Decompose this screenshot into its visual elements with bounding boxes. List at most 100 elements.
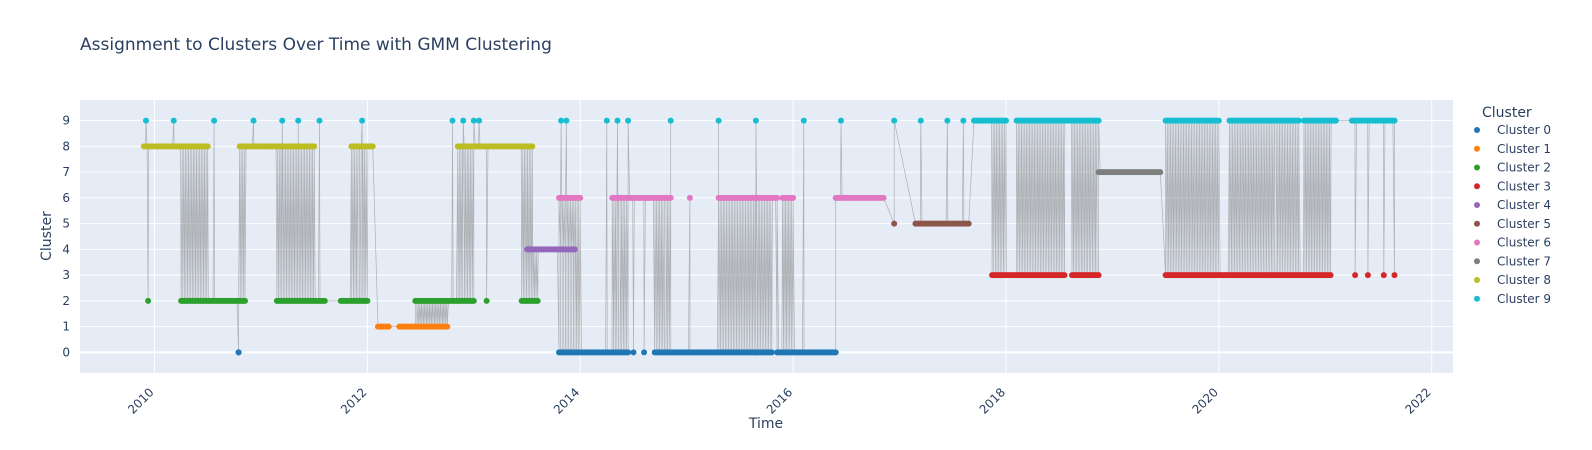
marker-cluster-9 [715, 117, 722, 124]
marker-cluster-3 [1327, 272, 1334, 279]
x-tick-label: 2018 [977, 385, 1008, 416]
legend-item-cluster-9[interactable]: Cluster 9 [1474, 292, 1551, 306]
y-axis-title: Cluster [39, 211, 55, 261]
y-tick-label: 5 [62, 217, 70, 231]
legend-item-cluster-4[interactable]: Cluster 4 [1474, 198, 1551, 212]
marker-cluster-9 [1003, 117, 1009, 124]
marker-cluster-4 [571, 246, 578, 253]
marker-cluster-9 [250, 117, 257, 124]
x-tick-label: 2012 [338, 385, 369, 416]
legend-marker [1474, 220, 1480, 227]
y-tick-labels: 0 1 2 3 4 5 6 7 8 9 [62, 114, 70, 360]
legend-marker [1474, 183, 1480, 190]
marker-cluster-0 [235, 349, 242, 356]
legend-item-cluster-2[interactable]: Cluster 2 [1474, 161, 1551, 175]
marker-cluster-5 [891, 220, 898, 227]
legend-item-cluster-1[interactable]: Cluster 1 [1474, 142, 1551, 156]
legend-marker [1474, 277, 1480, 283]
legend-label: Cluster 7 [1497, 254, 1551, 268]
marker-cluster-1 [385, 323, 392, 330]
legend-item-cluster-0[interactable]: Cluster 0 [1474, 123, 1551, 137]
marker-cluster-2 [483, 297, 490, 304]
legend-label: Cluster 8 [1497, 273, 1551, 287]
marker-cluster-9 [563, 117, 570, 124]
x-tick-label: 2016 [764, 385, 795, 416]
marker-cluster-9 [800, 117, 807, 124]
legend-item-cluster-3[interactable]: Cluster 3 [1474, 179, 1551, 193]
legend-item-cluster-5[interactable]: Cluster 5 [1474, 217, 1551, 231]
legend-item-cluster-7[interactable]: Cluster 7 [1474, 254, 1551, 268]
x-tick-label: 2022 [1402, 385, 1433, 416]
legend-label: Cluster 9 [1497, 292, 1551, 306]
marker-cluster-0 [768, 349, 775, 356]
y-tick-label: 4 [62, 242, 70, 256]
legend-title: Cluster [1482, 105, 1532, 121]
marker-cluster-9 [667, 117, 674, 124]
x-tick-labels: 2010 2012 2014 2016 2018 2020 2022 [125, 385, 1434, 416]
x-axis-title: Time [748, 416, 783, 432]
marker-cluster-7 [1157, 169, 1164, 176]
marker-cluster-9 [279, 117, 286, 124]
marker-cluster-9 [891, 117, 898, 124]
marker-cluster-9 [170, 117, 177, 124]
marker-cluster-3 [1364, 272, 1371, 279]
marker-cluster-9 [1215, 117, 1222, 124]
marker-cluster-3 [1352, 272, 1359, 279]
marker-cluster-9 [614, 117, 621, 124]
marker-cluster-9 [1332, 117, 1339, 124]
chart-title: Assignment to Clusters Over Time with GM… [80, 35, 552, 55]
marker-cluster-9 [470, 117, 477, 124]
marker-cluster-8 [529, 143, 536, 150]
marker-cluster-0 [625, 349, 632, 356]
marker-cluster-9 [917, 117, 924, 124]
marker-cluster-9 [211, 117, 218, 124]
legend-label: Cluster 1 [1497, 142, 1551, 156]
y-tick-label: 6 [62, 191, 70, 205]
marker-cluster-8 [369, 143, 376, 150]
legend-marker [1474, 202, 1480, 208]
legend-marker [1474, 258, 1480, 265]
marker-cluster-3 [1380, 272, 1387, 279]
marker-cluster-9 [838, 117, 844, 124]
marker-cluster-6 [880, 194, 887, 201]
marker-cluster-9 [1095, 117, 1102, 124]
legend-label: Cluster 0 [1497, 123, 1551, 137]
marker-cluster-2 [364, 297, 371, 304]
marker-cluster-9 [143, 117, 149, 124]
marker-cluster-2 [470, 297, 477, 304]
legend-label: Cluster 5 [1497, 217, 1551, 231]
y-tick-label: 7 [62, 165, 70, 179]
marker-cluster-0 [832, 349, 839, 356]
marker-cluster-9 [558, 117, 565, 124]
marker-cluster-9 [449, 117, 456, 124]
legend[interactable]: Cluster 0 Cluster 1 Cluster 2 Cluster 3 Clus… [1474, 123, 1551, 306]
marker-cluster-9 [1391, 117, 1398, 124]
marker-cluster-6 [774, 194, 781, 201]
legend-marker [1474, 164, 1480, 171]
legend-item-cluster-6[interactable]: Cluster 6 [1474, 236, 1551, 250]
marker-cluster-8 [204, 143, 211, 150]
marker-cluster-5 [965, 220, 972, 227]
marker-cluster-6 [790, 194, 797, 201]
legend-marker [1474, 127, 1480, 133]
marker-cluster-3 [1095, 272, 1102, 279]
x-tick-label: 2010 [125, 385, 156, 416]
marker-cluster-9 [316, 117, 323, 124]
marker-cluster-9 [603, 117, 610, 124]
marker-cluster-9 [1295, 117, 1302, 124]
legend-item-cluster-8[interactable]: Cluster 8 [1474, 273, 1551, 287]
marker-cluster-3 [1061, 272, 1068, 279]
marker-cluster-6 [667, 194, 674, 201]
marker-cluster-3 [1391, 272, 1398, 279]
y-tick-label: 9 [62, 114, 70, 128]
y-tick-label: 8 [62, 139, 70, 153]
marker-cluster-2 [242, 297, 248, 304]
x-tick-label: 2014 [551, 385, 582, 416]
marker-cluster-9 [359, 117, 366, 124]
data-markers [140, 117, 1398, 356]
legend-label: Cluster 3 [1497, 179, 1551, 193]
marker-cluster-9 [625, 117, 632, 124]
y-tick-label: 1 [62, 320, 70, 334]
legend-label: Cluster 2 [1497, 161, 1551, 175]
